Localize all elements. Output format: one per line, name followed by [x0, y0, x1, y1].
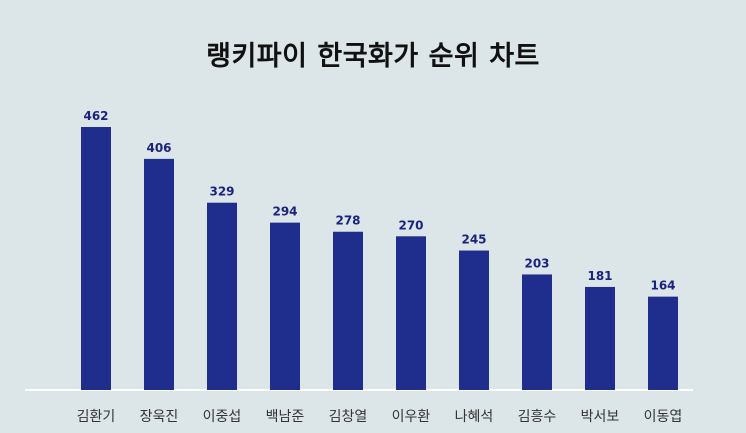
- category-label-5: 이우환: [392, 409, 431, 425]
- value-label-0: 462: [83, 109, 108, 123]
- bar-0: [81, 127, 111, 390]
- bar-4: [333, 231, 363, 390]
- value-label-1: 406: [146, 141, 171, 155]
- bar-3: [270, 222, 300, 390]
- bar-5: [396, 236, 426, 390]
- category-label-6: 나혜석: [455, 409, 494, 425]
- value-label-7: 203: [524, 256, 549, 270]
- value-label-8: 181: [587, 269, 612, 283]
- value-label-6: 245: [461, 233, 486, 247]
- bar-1: [144, 158, 174, 390]
- value-label-4: 278: [335, 214, 360, 228]
- bar-9: [648, 296, 678, 390]
- bar-6: [459, 250, 489, 390]
- category-label-0: 김환기: [77, 409, 116, 425]
- category-label-8: 박서보: [581, 409, 620, 425]
- bar-2: [207, 202, 237, 390]
- category-label-3: 백남준: [266, 409, 305, 425]
- chart-title: 랭키파이 한국화가 순위 차트: [206, 41, 540, 72]
- value-label-2: 329: [209, 185, 234, 199]
- category-label-2: 이중섭: [203, 409, 242, 425]
- value-label-9: 164: [650, 279, 675, 293]
- category-label-7: 김흥수: [518, 409, 557, 425]
- category-label-4: 김창열: [329, 409, 368, 425]
- category-label-1: 장욱진: [140, 409, 179, 425]
- bar-7: [522, 274, 552, 390]
- value-label-5: 270: [398, 218, 423, 232]
- bar-8: [585, 286, 615, 390]
- value-label-3: 294: [272, 205, 297, 219]
- category-label-9: 이동엽: [644, 409, 683, 425]
